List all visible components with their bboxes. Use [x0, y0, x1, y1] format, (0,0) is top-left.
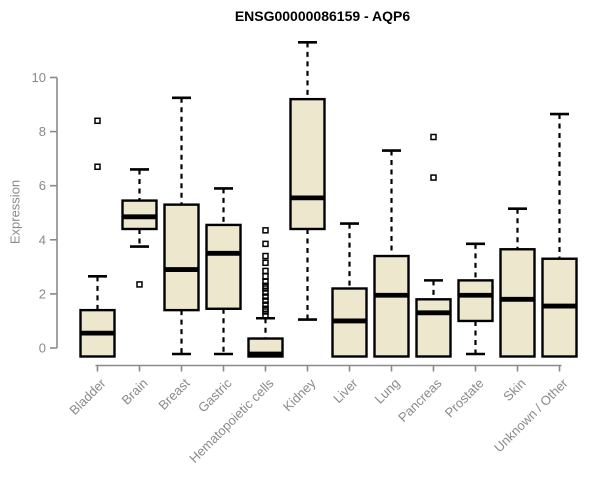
box-breast	[163, 96, 200, 356]
y-tick-label: 2	[39, 286, 46, 301]
box-lung	[373, 149, 410, 358]
x-category-label: Liver	[330, 375, 361, 406]
y-tick-label: 6	[39, 178, 46, 193]
outlier-point	[262, 293, 269, 300]
iqr-box	[289, 97, 326, 231]
x-category-label: Prostate	[442, 376, 487, 421]
box-kidney	[289, 41, 326, 321]
box-skin	[499, 207, 536, 358]
outlier-point	[262, 282, 269, 290]
outlier-point	[262, 305, 269, 313]
x-category-label: Unknown / Other	[491, 375, 571, 455]
box-hematopoietic-cells	[247, 227, 284, 358]
y-axis: 0 2 4 6 8 10	[32, 70, 58, 356]
outlier-point	[94, 117, 101, 125]
x-category-label: Bladder	[66, 375, 109, 418]
outlier-point	[262, 240, 269, 248]
box-pancreas	[415, 133, 452, 358]
outlier-point	[262, 297, 269, 304]
outlier-point	[262, 289, 269, 296]
box-prostate	[457, 242, 494, 356]
outlier-point	[262, 227, 269, 234]
outlier-point	[262, 278, 269, 285]
outlier-point	[262, 301, 269, 308]
y-tick-label: 10	[32, 70, 46, 85]
box-bladder	[79, 117, 116, 358]
box-unknown-other	[541, 112, 578, 358]
iqr-box	[205, 223, 242, 310]
iqr-box	[499, 248, 536, 358]
x-category-label: Brain	[119, 376, 151, 408]
x-category-label: Gastric	[195, 375, 235, 415]
iqr-box	[415, 298, 452, 358]
outlier-point	[430, 174, 437, 181]
x-category-label: Breast	[155, 375, 192, 412]
y-axis-label: Expression	[7, 179, 23, 245]
outlier-point	[262, 267, 269, 275]
box-brain	[121, 168, 158, 288]
x-category-label: Skin	[500, 376, 528, 404]
outlier-point	[136, 281, 143, 288]
y-tick-label: 8	[39, 124, 46, 139]
box-liver	[331, 222, 368, 358]
x-category-label: Kidney	[280, 375, 319, 414]
outlier-point	[262, 312, 269, 319]
y-tick-label: 4	[39, 232, 46, 247]
y-tick-label: 0	[39, 341, 46, 356]
chart-title: ENSG00000086159 - AQP6	[234, 8, 411, 24]
iqr-box	[373, 254, 410, 358]
outlier-point	[262, 259, 269, 267]
iqr-box	[163, 203, 200, 312]
outlier-point	[94, 163, 101, 171]
x-category-label: Pancreas	[395, 375, 445, 425]
outlier-point	[430, 133, 437, 141]
iqr-box	[457, 279, 494, 323]
x-category-label: Lung	[372, 376, 403, 407]
box-gastric	[205, 187, 242, 356]
outlier-point	[262, 252, 269, 260]
outlier-point	[262, 273, 269, 280]
